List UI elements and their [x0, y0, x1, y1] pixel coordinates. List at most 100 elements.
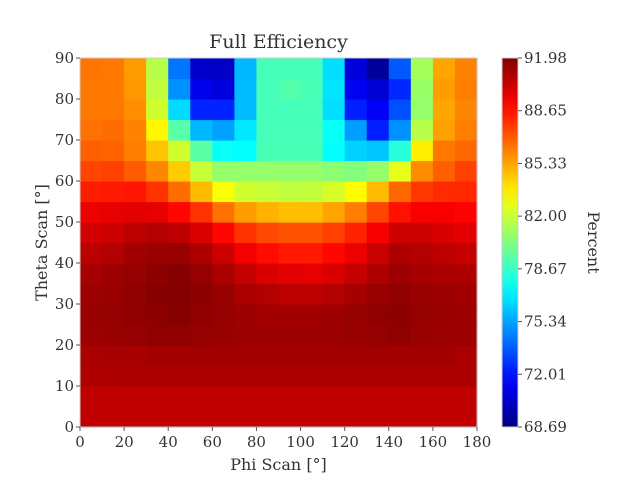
heatmap-cell	[102, 201, 125, 223]
heatmap-cell	[322, 324, 346, 346]
heatmap-cell	[212, 283, 235, 305]
heatmap-cell	[234, 324, 258, 346]
x-tick-label: 0	[75, 433, 85, 451]
heatmap-cell	[234, 201, 258, 223]
heatmap-cell	[102, 222, 125, 244]
x-axis: 0 20 40 60 80 100 120 140 160 180	[75, 427, 491, 451]
heatmap-cell	[212, 181, 235, 203]
heatmap-cell	[300, 99, 324, 121]
x-tick-label: 60	[203, 433, 222, 451]
heatmap-cell	[366, 283, 390, 305]
heatmap-cell	[454, 160, 478, 182]
heatmap-cell	[454, 263, 478, 285]
heatmap-cell	[80, 324, 103, 346]
heatmap-cell	[278, 222, 302, 244]
heatmap-cell	[344, 345, 368, 367]
heatmap-cell	[278, 283, 302, 305]
heatmap-cell	[322, 263, 346, 285]
heatmap-cell	[388, 365, 412, 387]
heatmap-cell	[388, 181, 412, 203]
heatmap-cell	[388, 78, 412, 100]
heatmap-cell	[102, 119, 125, 141]
x-axis-label: Phi Scan [°]	[230, 455, 327, 474]
heatmap-cell	[322, 201, 346, 223]
colorbar-tick-label: 75.34	[524, 313, 567, 331]
heatmap-cell	[124, 242, 147, 264]
plot-frame	[79, 57, 478, 428]
heatmap-cell	[366, 99, 390, 121]
heatmap-cell	[102, 181, 125, 203]
heatmap-cell	[432, 386, 456, 408]
heatmap-cell	[388, 406, 412, 428]
heatmap-cell	[278, 78, 302, 100]
heatmap-cell	[432, 78, 456, 100]
heatmap-cell	[234, 99, 258, 121]
heatmap-cell	[432, 58, 456, 80]
chart-title: Full Efficiency	[209, 31, 348, 53]
heatmap-cell	[256, 222, 280, 244]
heatmap-cell	[234, 304, 258, 326]
heatmap-cell	[344, 160, 368, 182]
heatmap-cell	[278, 386, 302, 408]
y-tick-label: 40	[55, 254, 74, 272]
heatmap-cell	[102, 99, 125, 121]
heatmap-cell	[146, 324, 169, 346]
heatmap-cell	[278, 99, 302, 121]
colorbar-tick-label: 85.33	[524, 154, 567, 172]
heatmap-cell	[388, 201, 412, 223]
heatmap-cell	[322, 242, 346, 264]
heatmap-cell	[190, 263, 213, 285]
heatmap-cell	[256, 160, 280, 182]
heatmap-cell	[410, 58, 434, 80]
heatmap-cells	[80, 58, 478, 428]
heatmap-cell	[190, 181, 213, 203]
y-axis-label: Theta Scan [°]	[32, 184, 51, 301]
heatmap-cell	[366, 345, 390, 367]
heatmap-cell	[410, 242, 434, 264]
heatmap-cell	[300, 304, 324, 326]
heatmap-cell	[388, 283, 412, 305]
heatmap-cell	[256, 78, 280, 100]
heatmap-cell	[410, 160, 434, 182]
heatmap-cell	[388, 324, 412, 346]
heatmap-cell	[190, 222, 213, 244]
heatmap-cell	[212, 345, 235, 367]
heatmap-cell	[80, 242, 103, 264]
heatmap-cell	[410, 222, 434, 244]
heatmap-cell	[366, 140, 390, 162]
heatmap-cell	[102, 365, 125, 387]
heatmap-cell	[300, 140, 324, 162]
heatmap-cell	[190, 242, 213, 264]
heatmap-cell	[234, 406, 258, 428]
heatmap-cell	[146, 345, 169, 367]
heatmap-cell	[212, 160, 235, 182]
heatmap-cell	[168, 140, 191, 162]
heatmap-cell	[124, 201, 147, 223]
heatmap-cell	[102, 304, 125, 326]
heatmap-cell	[300, 58, 324, 80]
heatmap-cell	[146, 181, 169, 203]
heatmap-cell	[410, 283, 434, 305]
heatmap-cell	[344, 181, 368, 203]
heatmap-cell	[80, 283, 103, 305]
colorbar-tick-label: 82.00	[524, 207, 567, 225]
y-tick-label: 90	[55, 49, 74, 67]
heatmap-cell	[454, 222, 478, 244]
heatmap-cell	[190, 283, 213, 305]
heatmap-cell	[432, 406, 456, 428]
heatmap-cell	[322, 304, 346, 326]
heatmap-cell	[300, 78, 324, 100]
heatmap-cell	[300, 283, 324, 305]
x-tick-label: 100	[286, 433, 315, 451]
heatmap-cell	[146, 304, 169, 326]
heatmap-cell	[212, 58, 235, 80]
heatmap-cell	[344, 242, 368, 264]
heatmap-cell	[256, 283, 280, 305]
heatmap-cell	[454, 181, 478, 203]
heatmap-cell	[80, 99, 103, 121]
heatmap-cell	[256, 201, 280, 223]
heatmap-cell	[432, 119, 456, 141]
heatmap-cell	[146, 201, 169, 223]
heatmap-cell	[278, 263, 302, 285]
heatmap-cell	[124, 283, 147, 305]
